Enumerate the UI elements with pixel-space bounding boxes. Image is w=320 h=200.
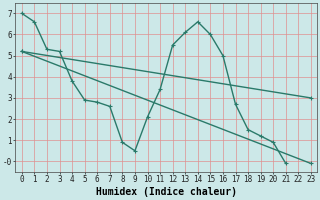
X-axis label: Humidex (Indice chaleur): Humidex (Indice chaleur) (96, 187, 237, 197)
